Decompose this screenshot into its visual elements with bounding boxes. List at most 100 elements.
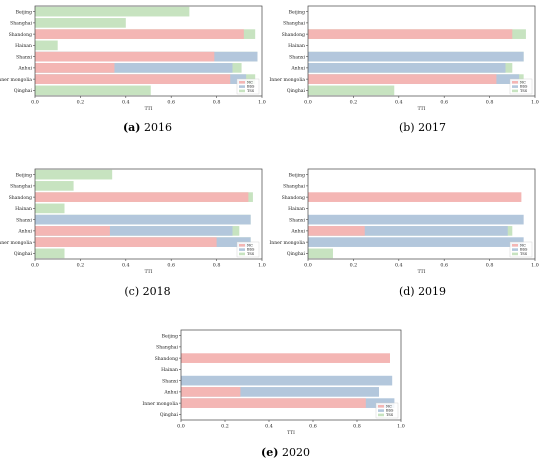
ytick-label-c-6: Inner mongolia [0, 240, 32, 246]
ytick-label-b-5: Anhui [290, 66, 305, 72]
legend-swatch-e-bss [378, 409, 384, 412]
ytick-label-c-7: Qinghai [14, 251, 33, 257]
caption-b-tag: (b) [398, 121, 415, 134]
xtick-label-a-4: 0.8 [213, 100, 221, 106]
xtick-label-b-5: 1.0 [531, 100, 539, 106]
chart-e: Beijing Shanghai Shandong Hainan Shanxi Anhui… [142, 329, 405, 436]
ytick-label-c-5: Anhui [17, 229, 32, 235]
legend-swatch-e-tss [378, 413, 384, 417]
ytick-label-c-2: Shandong [9, 195, 32, 201]
ytick-label-c-4: Shanxi [16, 217, 32, 223]
xtick-label-e-2: 0.4 [265, 424, 273, 430]
legend-label-b-bss: BSS [520, 85, 528, 89]
bar-a-tss-3 [35, 40, 58, 51]
ytick-label-d-6: Inner mongolia [269, 240, 305, 246]
ytick-label-e-7: Qinghai [160, 412, 179, 418]
xtick-label-d-3: 0.6 [440, 263, 448, 269]
caption-d: (d) 2019 [345, 285, 500, 298]
xtick-label-c-4: 0.8 [213, 263, 221, 269]
legend-swatch-a-nc [239, 81, 245, 84]
xtick-label-c-3: 0.6 [167, 263, 175, 269]
legend-swatch-c-nc [239, 244, 245, 247]
bar-c-nc-5 [35, 226, 110, 236]
xtick-label-c-0: 0.0 [31, 263, 39, 269]
xtick-label-b-4: 0.8 [486, 100, 494, 106]
xtick-label-e-4: 0.8 [353, 424, 361, 430]
legend-label-a-nc: NC [247, 80, 253, 84]
legend-swatch-a-bss [239, 85, 245, 88]
ytick-label-b-7: Qinghai [287, 88, 306, 94]
ytick-label-a-4: Shanxi [16, 54, 32, 60]
plot-frame-b [307, 5, 536, 97]
bar-d-bss-4 [308, 214, 524, 225]
legend-swatch-e-nc [378, 405, 384, 408]
bar-e-bss-5 [181, 387, 379, 397]
plot-frame-d [307, 168, 536, 260]
bar-d-tss-7 [308, 248, 333, 259]
bar-e-nc-5 [181, 387, 241, 397]
ytick-label-e-6: Inner mongolia [142, 401, 178, 407]
ytick-label-d-1: Shanghai [283, 184, 305, 190]
chart-a: Beijing Shanghai Shandong Hainan Shanxi Anhui… [0, 5, 266, 112]
chart-b: Beijing Shanghai Shandong Hainan Shanxi Anhui… [269, 5, 539, 112]
bar-c-tss-0 [35, 169, 113, 180]
bar-b-bss-5 [308, 63, 506, 73]
ytick-label-a-3: Hainan [15, 43, 32, 49]
legend-label-b-nc: NC [520, 80, 526, 84]
ytick-label-c-3: Hainan [15, 206, 32, 212]
ytick-label-b-1: Shanghai [283, 21, 305, 27]
xtick-label-a-5: 1.0 [258, 100, 266, 106]
legend-swatch-a-tss [239, 89, 245, 93]
bar-b-tss-7 [308, 85, 395, 96]
chart-c: Beijing Shanghai Shandong Hainan Shanxi Anhui… [0, 168, 266, 275]
legend-label-c-nc: NC [247, 243, 253, 247]
xtick-label-a-2: 0.4 [122, 100, 130, 106]
legend-label-d-tss: TSS [520, 252, 528, 256]
chart-d: Beijing Shanghai Shandong Hainan Shanxi Anhui… [269, 168, 539, 275]
caption-c: (c) 2018 [70, 285, 225, 298]
ytick-label-a-2: Shandong [9, 32, 32, 38]
ytick-label-c-1: Shanghai [10, 184, 32, 190]
xtick-label-d-5: 1.0 [531, 263, 539, 269]
xtick-label-b-1: 0.2 [350, 100, 358, 106]
legend-label-e-tss: TSS [386, 413, 394, 417]
legend-swatch-d-bss [512, 248, 518, 251]
xaxis-label-b: TTI [418, 107, 426, 112]
bar-c-bss-4 [35, 214, 251, 225]
xtick-label-d-0: 0.0 [304, 263, 312, 269]
xtick-label-c-5: 1.0 [258, 263, 266, 269]
legend-label-a-bss: BSS [247, 85, 255, 89]
legend-swatch-c-bss [239, 248, 245, 251]
caption-e-year: 2020 [281, 446, 310, 459]
caption-e: (e) 2020 [208, 446, 363, 459]
legend-swatch-c-tss [239, 252, 245, 256]
ytick-label-e-2: Shandong [155, 356, 178, 362]
xaxis-label-d: TTI [418, 270, 426, 275]
xtick-label-e-0: 0.0 [177, 424, 185, 430]
legend-label-e-bss: BSS [386, 409, 394, 413]
bar-c-nc-2 [35, 192, 249, 202]
legend-swatch-b-bss [512, 85, 518, 88]
ytick-label-d-4: Shanxi [289, 217, 305, 223]
legend-label-c-bss: BSS [247, 248, 255, 252]
caption-a: (a) 2016 [70, 121, 225, 134]
xtick-label-a-0: 0.0 [31, 100, 39, 106]
bar-a-nc-4 [35, 51, 215, 62]
bar-a-tss-7 [35, 85, 151, 96]
xtick-label-e-1: 0.2 [221, 424, 229, 430]
ytick-label-c-0: Beijing [16, 172, 32, 178]
bar-a-nc-6 [35, 74, 231, 84]
ytick-label-b-0: Beijing [289, 9, 305, 15]
legend-swatch-b-tss [512, 89, 518, 93]
xtick-label-b-2: 0.4 [395, 100, 403, 106]
plot-frame-a [34, 5, 263, 97]
caption-c-tag: (c) [124, 285, 140, 298]
xtick-label-e-3: 0.6 [309, 424, 317, 430]
bar-b-nc-2 [308, 29, 513, 39]
ytick-label-a-5: Anhui [17, 66, 32, 72]
ytick-label-a-1: Shanghai [10, 21, 32, 27]
xtick-label-c-1: 0.2 [77, 263, 85, 269]
bar-c-nc-6 [35, 237, 217, 247]
xtick-label-b-3: 0.6 [440, 100, 448, 106]
